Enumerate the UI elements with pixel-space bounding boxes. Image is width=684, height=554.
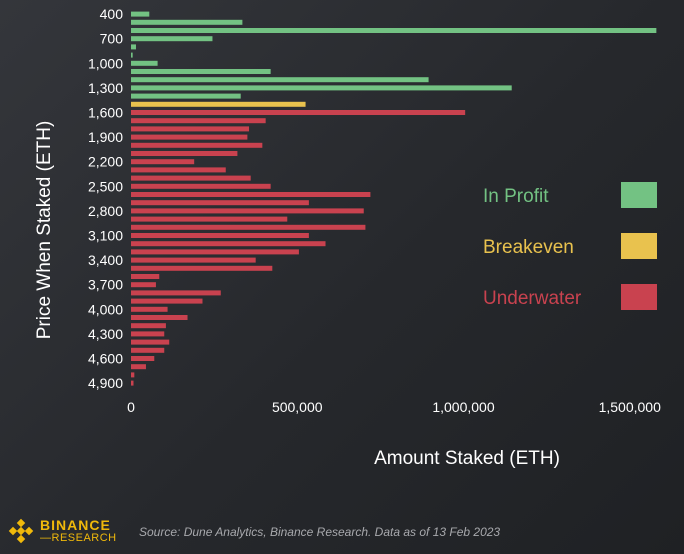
y-tick-label: 1,300 (88, 80, 123, 96)
binance-research-logo: BINANCE —RESEARCH (8, 518, 117, 544)
bar-1700 (131, 118, 266, 124)
bar-4900 (131, 380, 134, 386)
legend-swatch-profit (621, 182, 657, 208)
y-tick-label: 1,000 (88, 55, 123, 71)
y-tick-label: 1,900 (88, 129, 123, 145)
legend-swatch-underwater (621, 284, 657, 310)
y-tick-label: 700 (100, 31, 124, 47)
bar-4200 (131, 323, 166, 329)
bar-800 (131, 44, 136, 50)
bar-3600 (131, 274, 160, 279)
y-tick-label: 3,100 (88, 228, 123, 244)
bars-group (131, 11, 657, 386)
source-note: Source: Dune Analytics, Binance Research… (139, 525, 501, 539)
x-tick-label: 1,500,000 (599, 399, 661, 415)
bar-3800 (131, 290, 221, 296)
bar-1200 (131, 77, 429, 83)
y-tick-label: 4,900 (88, 375, 123, 391)
bar-4300 (131, 331, 165, 337)
bar-2200 (131, 159, 195, 165)
bar-2700 (131, 200, 309, 206)
bar-4000 (131, 306, 168, 312)
x-tick-label: 500,000 (272, 399, 323, 415)
bar-3900 (131, 298, 203, 304)
bar-1800 (131, 126, 250, 132)
bar-3000 (131, 224, 366, 230)
bar-2900 (131, 216, 288, 222)
bar-1300 (131, 85, 512, 91)
x-axis-label: Amount Staked (ETH) (374, 448, 560, 469)
bar-1400 (131, 93, 241, 99)
bar-400 (131, 11, 150, 17)
x-tick-label: 0 (127, 399, 135, 415)
binance-diamond-icon (8, 518, 34, 544)
legend-label-profit: In Profit (483, 186, 549, 207)
y-tick-label: 400 (100, 6, 124, 22)
y-tick-label: 4,600 (88, 351, 123, 367)
brand-name: BINANCE (40, 517, 111, 533)
bar-2000 (131, 142, 263, 148)
y-tick-label: 1,600 (88, 105, 123, 121)
bar-2800 (131, 208, 364, 214)
y-tick-label: 2,800 (88, 203, 123, 219)
bar-600 (131, 28, 657, 33)
bar-3500 (131, 265, 273, 271)
legend-swatch-breakeven (621, 233, 657, 259)
legend: In Profit Breakeven Underwater (483, 182, 657, 310)
x-tick-label: 1,000,000 (432, 399, 494, 415)
bar-4400 (131, 339, 170, 345)
y-tick-label: 4,000 (88, 301, 123, 317)
bar-1500 (131, 101, 306, 107)
x-tick-labels: 0 500,000 1,000,000 1,500,000 (127, 399, 661, 415)
bar-1600 (131, 110, 466, 115)
legend-label-underwater: Underwater (483, 288, 582, 309)
bar-4100 (131, 315, 188, 320)
y-tick-labels: 400 700 1,000 1,300 1,600 1,900 2,200 2,500 2,80… (88, 6, 123, 391)
bar-2300 (131, 167, 226, 173)
bar-3700 (131, 282, 156, 288)
bar-3400 (131, 257, 256, 263)
bar-900 (131, 52, 133, 58)
y-tick-label: 2,200 (88, 154, 123, 170)
bar-3100 (131, 233, 309, 238)
bar-chart: 400 700 1,000 1,300 1,600 1,900 2,200 2,500 2,80… (34, 6, 661, 469)
bar-2600 (131, 192, 371, 197)
bar-2400 (131, 175, 251, 181)
y-tick-label: 2,500 (88, 178, 123, 194)
legend-label-breakeven: Breakeven (483, 237, 574, 258)
bar-4800 (131, 372, 135, 378)
bar-2100 (131, 151, 238, 156)
bar-1900 (131, 134, 248, 140)
footer: BINANCE —RESEARCH Source: Dune Analytics… (0, 512, 684, 554)
bar-3200 (131, 241, 326, 247)
bar-2500 (131, 183, 271, 189)
bar-1100 (131, 69, 271, 74)
bar-3300 (131, 249, 299, 255)
y-tick-label: 3,700 (88, 277, 123, 293)
y-tick-label: 4,300 (88, 326, 123, 342)
bar-700 (131, 36, 213, 42)
bar-500 (131, 19, 243, 25)
bar-4500 (131, 347, 165, 353)
y-axis-label: Price When Staked (ETH) (34, 121, 55, 340)
bar-4700 (131, 364, 146, 370)
y-tick-label: 3,400 (88, 252, 123, 268)
bar-1000 (131, 60, 158, 66)
brand-sub: —RESEARCH (40, 532, 117, 544)
bar-4600 (131, 356, 155, 361)
